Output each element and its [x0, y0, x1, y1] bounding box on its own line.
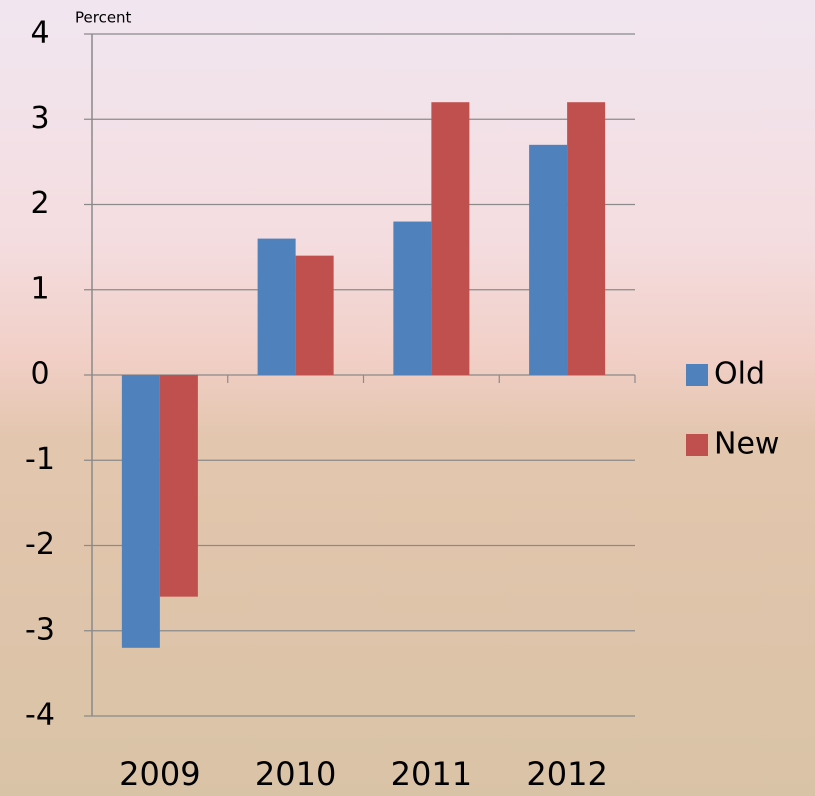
y-tick-label: -4 — [25, 698, 55, 733]
bar — [121, 375, 160, 648]
legend-swatch — [686, 364, 708, 386]
bar — [159, 375, 198, 597]
x-tick-label: 2009 — [119, 755, 200, 793]
y-tick-label: -3 — [25, 612, 55, 647]
y-axis-label: Percent — [75, 9, 132, 27]
y-tick-label: 0 — [30, 357, 49, 392]
legend-swatch — [686, 434, 708, 456]
y-tick-label: 2 — [30, 186, 49, 221]
bar — [295, 255, 334, 375]
y-tick-label: 4 — [30, 16, 49, 51]
x-tick-label: 2012 — [526, 755, 607, 793]
bar — [567, 102, 606, 375]
y-tick-label: 3 — [30, 101, 49, 136]
x-tick-label: 2010 — [255, 755, 336, 793]
bar — [393, 221, 432, 375]
bar — [431, 102, 470, 375]
y-tick-label: -1 — [25, 442, 55, 477]
y-tick-label: 1 — [30, 271, 49, 306]
y-tick-label: -2 — [25, 527, 55, 562]
x-tick-label: 2011 — [391, 755, 472, 793]
bar — [529, 144, 568, 375]
legend-label: Old — [714, 357, 765, 392]
bar — [257, 238, 296, 375]
legend-label: New — [714, 427, 779, 462]
